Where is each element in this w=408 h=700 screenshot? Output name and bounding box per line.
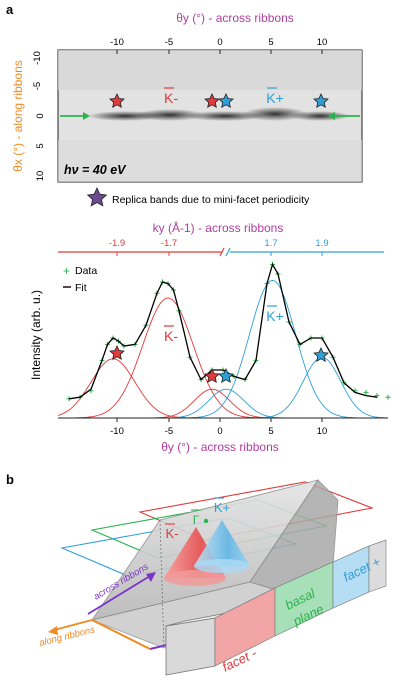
map-top-tick: 5 bbox=[268, 37, 273, 48]
spectrum-top-ticks-left: -1.9 -1.7 bbox=[109, 238, 177, 249]
k-plus-cone bbox=[194, 520, 250, 573]
photon-energy-label: hν = 40 eV bbox=[64, 163, 127, 177]
spectrum-k-minus-label: K- bbox=[164, 328, 178, 344]
along-ribbons-label: along ribbons bbox=[38, 624, 96, 649]
map-top-tick: 0 bbox=[217, 37, 222, 48]
spectrum-x-tick: 10 bbox=[317, 426, 328, 437]
spectrum-x-tick: -10 bbox=[110, 426, 124, 437]
star-icon bbox=[218, 368, 234, 383]
spectrum-x-ticks: -10 -5 0 5 10 bbox=[110, 418, 327, 437]
spectrum-top-tick: -1.7 bbox=[161, 238, 177, 249]
map-left-tick: -5 bbox=[32, 82, 43, 90]
map-replica-stars bbox=[109, 93, 329, 108]
spectrum-top-axis-title: ky (Å-1) - across ribbons bbox=[153, 220, 284, 235]
component-peak bbox=[58, 297, 387, 419]
star-icon bbox=[204, 368, 220, 383]
map-left-ticks: -10 -5 0 5 10 bbox=[32, 51, 46, 181]
spectrum-top-tickmarks bbox=[116, 252, 323, 256]
legend-fit-label: Fit bbox=[75, 282, 87, 294]
spectrum-top-tick: 1.7 bbox=[264, 238, 277, 249]
map-green-arrow-right bbox=[328, 112, 360, 120]
map-top-ticks: -10 -5 0 5 10 bbox=[110, 37, 327, 48]
map-k-minus-label: K- bbox=[164, 90, 178, 106]
spectrum-top-tick: -1.9 bbox=[109, 238, 125, 249]
data-point bbox=[374, 393, 380, 399]
data-point bbox=[363, 389, 369, 395]
map-top-tick: -5 bbox=[165, 37, 173, 48]
spectrum-replica-stars bbox=[109, 345, 329, 383]
axis-break-icon bbox=[219, 247, 231, 257]
facet-blocks bbox=[165, 539, 387, 676]
map-left-tick: 5 bbox=[35, 143, 46, 148]
spectrum-x-tick: 5 bbox=[268, 426, 273, 437]
star-icon bbox=[313, 93, 329, 108]
star-icon bbox=[109, 93, 125, 108]
schematic-k-plus-label: K+ bbox=[214, 500, 230, 515]
schematic-gamma-label: Γ bbox=[193, 513, 200, 527]
star-icon bbox=[218, 93, 234, 108]
map-top-tick: 10 bbox=[317, 37, 328, 48]
map-green-arrow-left bbox=[60, 112, 90, 120]
spectrum-legend: + Data Fit bbox=[63, 264, 97, 294]
replica-legend: Replica bands due to mini-facet periodic… bbox=[86, 187, 310, 207]
along-ribbons-arrow bbox=[48, 619, 151, 650]
spectrum-top-ticks-right: 1.7 1.9 bbox=[264, 238, 328, 249]
component-peak bbox=[58, 279, 387, 419]
map-left-tick: 10 bbox=[35, 171, 46, 182]
spectrum-ylabel: Intensity (arb. u.) bbox=[29, 290, 43, 380]
map-left-tick: -10 bbox=[32, 51, 43, 65]
replica-legend-text: Replica bands due to mini-facet periodic… bbox=[112, 194, 310, 206]
spectrum-x-tick: -5 bbox=[165, 426, 173, 437]
spectrum-k-plus-label: K+ bbox=[266, 308, 284, 324]
data-point bbox=[385, 394, 391, 400]
spectrum-plot-area bbox=[57, 261, 391, 419]
spectrum-xlabel: θy (°) - across ribbons bbox=[161, 440, 279, 454]
star-icon bbox=[204, 93, 220, 108]
schematic-k-minus-label: K- bbox=[166, 526, 179, 541]
star-icon bbox=[313, 347, 329, 362]
map-top-axis-title: θy (°) - across ribbons bbox=[176, 11, 294, 25]
spectrum-top-tick: 1.9 bbox=[315, 238, 328, 249]
component-peak bbox=[58, 388, 387, 419]
panel-a-label: a bbox=[6, 2, 14, 17]
component-curves bbox=[57, 279, 387, 419]
map-top-tick: -10 bbox=[110, 37, 124, 48]
spectrum-x-tick: 0 bbox=[217, 426, 222, 437]
map-left-axis-title: θx (°) - along ribbons bbox=[11, 60, 25, 172]
map-top-tickmarks bbox=[116, 50, 323, 54]
arpes-map-texture bbox=[58, 50, 362, 182]
star-icon bbox=[109, 345, 125, 360]
plus-icon: + bbox=[63, 264, 70, 278]
star-icon bbox=[86, 187, 108, 207]
gamma-point bbox=[203, 518, 209, 524]
map-left-tick: 0 bbox=[35, 113, 46, 118]
map-k-plus-label: K+ bbox=[266, 90, 284, 106]
arpes-band-line bbox=[87, 107, 350, 121]
panel-b-label: b bbox=[6, 472, 14, 487]
legend-data-label: Data bbox=[75, 265, 97, 277]
